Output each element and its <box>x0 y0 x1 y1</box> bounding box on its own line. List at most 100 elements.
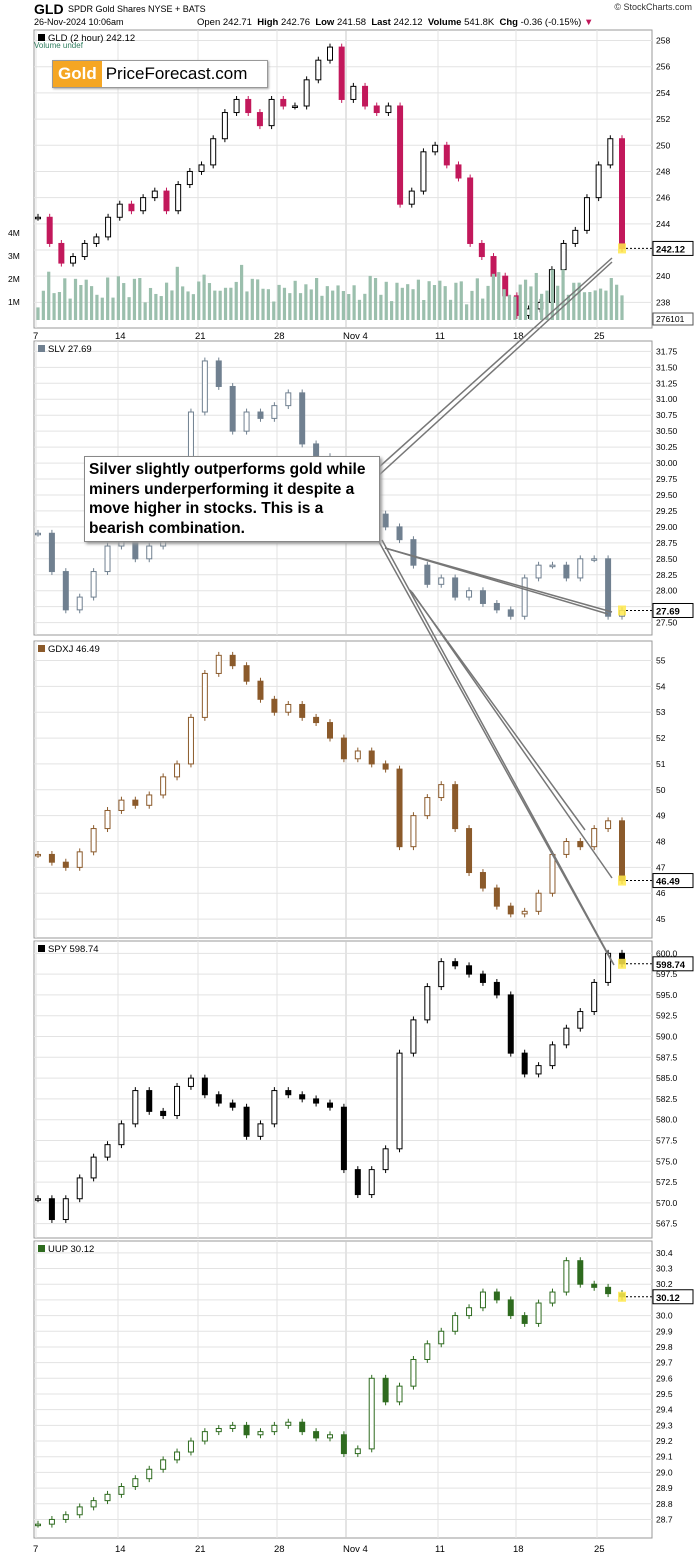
candle-body <box>146 1090 153 1112</box>
x-axis-label-top: 18 <box>513 331 524 342</box>
y-tick-label: 46 <box>656 888 666 898</box>
volume-bar <box>368 275 372 320</box>
ohlc-summary: Open 242.71 High 242.76 Low 241.58 Last … <box>197 17 594 28</box>
candle-body <box>479 590 486 604</box>
candle-body <box>354 1169 361 1196</box>
candle-body <box>438 961 445 988</box>
candle-body <box>452 577 459 598</box>
candle-body <box>76 1506 83 1516</box>
last-bar-highlight <box>618 243 626 254</box>
candle-body <box>438 1330 445 1345</box>
x-axis-label: 14 <box>115 1544 126 1555</box>
last-value-box <box>652 1289 694 1305</box>
candle-body <box>35 1523 41 1527</box>
candle-body <box>62 1198 69 1221</box>
y-tick-label: 29.9 <box>656 1326 673 1336</box>
candle-body <box>327 46 333 61</box>
candle-body <box>354 1448 361 1455</box>
candle-body <box>313 443 320 458</box>
last-value-box <box>652 240 694 256</box>
volume-bar <box>513 296 517 320</box>
candle-body <box>81 242 88 258</box>
candle-body <box>118 799 125 811</box>
candle-body <box>521 910 528 915</box>
candle-body <box>90 828 97 853</box>
candle-body <box>299 703 306 718</box>
candle-body <box>438 784 445 799</box>
candle-body <box>285 1421 292 1426</box>
candle-body <box>373 105 380 114</box>
candle-body <box>479 1291 486 1309</box>
y-tick-label: 577.5 <box>656 1135 678 1145</box>
candle-body <box>62 571 69 611</box>
candle-body <box>243 411 250 432</box>
ticker-description: SPDR Gold Shares NYSE + BATS <box>68 4 206 14</box>
candle-body <box>186 170 193 186</box>
y-tick-label: 29.7 <box>656 1358 673 1368</box>
y-tick-label: 30.2 <box>656 1279 673 1289</box>
volume-bar <box>272 301 276 320</box>
volume-bar <box>320 295 324 320</box>
candle-body <box>35 532 41 536</box>
volume-bar <box>154 293 158 320</box>
candle-body <box>271 1424 278 1433</box>
candle-body <box>280 98 287 107</box>
y-tick-label: 572.5 <box>656 1177 678 1187</box>
volume-bar <box>309 289 313 320</box>
candle-body <box>243 665 250 682</box>
volume-bar <box>556 285 560 320</box>
y-tick-label: 28.9 <box>656 1483 673 1493</box>
candle-body <box>118 1123 125 1146</box>
candle-body <box>466 590 473 598</box>
volume-bar <box>357 299 362 320</box>
y-tick-label: 49 <box>656 811 666 821</box>
volume-bar <box>229 287 233 320</box>
candle-body <box>382 513 389 528</box>
candle-body <box>285 703 292 713</box>
volume-bar <box>609 278 613 320</box>
y-tick-label: 246 <box>656 193 670 203</box>
last-value-box <box>652 956 694 972</box>
candle-body <box>368 1169 375 1196</box>
y-tick-label: 28.00 <box>656 586 678 596</box>
y-tick-label: 30.25 <box>656 442 678 452</box>
candle-body <box>591 558 598 561</box>
candle-body <box>338 46 345 100</box>
candle-body <box>385 105 392 114</box>
candle-body <box>243 1106 250 1137</box>
last-bar-highlight <box>618 1291 626 1302</box>
candle-body <box>549 564 556 568</box>
volume-bar <box>175 266 179 320</box>
candle-body <box>62 861 69 868</box>
candle-body <box>595 164 602 199</box>
candle-body <box>410 1358 417 1387</box>
candle-body <box>424 564 431 585</box>
volume-bar <box>84 279 88 320</box>
panel-title: SLV 27.69 <box>48 344 92 355</box>
candle-body <box>466 1307 473 1317</box>
y-tick-label: 28.7 <box>656 1514 673 1524</box>
volume-tick-label: 3M <box>8 251 20 261</box>
candle-body <box>271 1090 278 1125</box>
candle-body <box>229 1102 236 1108</box>
candle-body <box>76 1177 83 1200</box>
y-tick-label: 585.0 <box>656 1073 678 1083</box>
volume-bar <box>486 285 490 320</box>
candle-body <box>452 784 459 830</box>
volume-last-box <box>652 312 694 326</box>
volume-bar <box>502 289 506 320</box>
volume-tick-label: 1M <box>8 297 20 307</box>
y-tick-label: 587.5 <box>656 1052 678 1062</box>
y-tick-label: 53 <box>656 707 666 717</box>
y-tick-label: 50 <box>656 785 666 795</box>
candle-body <box>424 797 431 817</box>
volume-bar <box>577 282 581 320</box>
y-tick-label: 54 <box>656 681 666 691</box>
candle-body <box>268 98 275 127</box>
volume-bar <box>507 294 512 320</box>
candle-body <box>146 545 153 560</box>
y-tick-label: 256 <box>656 62 670 72</box>
volume-bar <box>534 272 538 320</box>
candle-body <box>313 716 320 724</box>
candle-body <box>271 698 278 713</box>
